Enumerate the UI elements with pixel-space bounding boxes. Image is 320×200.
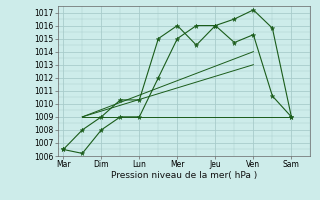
X-axis label: Pression niveau de la mer( hPa ): Pression niveau de la mer( hPa ) bbox=[111, 171, 257, 180]
